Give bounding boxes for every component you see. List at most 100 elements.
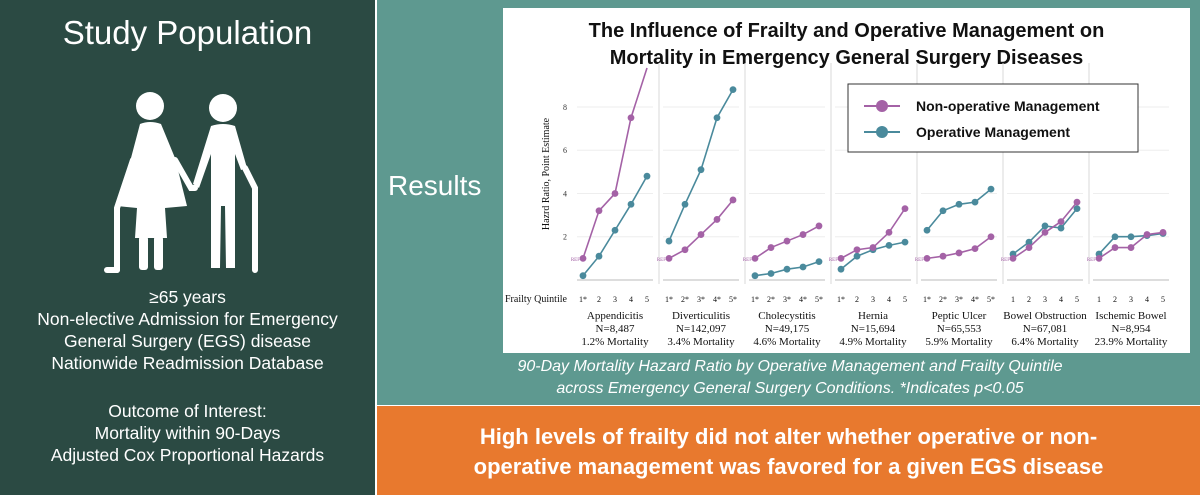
- non-operative-point: [939, 252, 947, 260]
- non-operative-point: [923, 254, 931, 262]
- x-tick-label: 1: [1011, 295, 1015, 304]
- disease-name: Cholecystitis: [758, 310, 815, 322]
- operative-point: [713, 114, 721, 122]
- operative-point: [767, 270, 775, 277]
- non-operative-legend-label: Non-operative Management: [916, 98, 1100, 114]
- operative-point: [901, 238, 909, 246]
- non-operative-series-line: [668, 199, 734, 260]
- operative-point: [681, 200, 689, 208]
- non-operative-point: [1073, 198, 1081, 206]
- results-label: Results: [388, 170, 482, 201]
- operative-point: [923, 226, 931, 234]
- disease-mortality: 6.4% Mortality: [1011, 336, 1079, 348]
- non-operative-point: [955, 249, 963, 257]
- y-axis-label: Hazrd Ratio, Point Estimate: [541, 117, 552, 230]
- operative-legend-label: Operative Management: [916, 124, 1070, 140]
- x-tick-label: 2*: [939, 295, 947, 304]
- operative-point: [627, 200, 635, 208]
- chart-title-line-1: The Influence of Frailty and Operative M…: [588, 20, 1105, 42]
- operative-point: [1127, 233, 1135, 241]
- non-operative-point: [595, 207, 603, 215]
- ref-label: REF: [657, 258, 666, 263]
- disease-n: N=15,694: [851, 323, 896, 335]
- outcome-method: Adjusted Cox Proportional Hazards: [50, 445, 325, 465]
- operative-point: [885, 241, 893, 249]
- x-tick-label: 5: [903, 295, 907, 304]
- x-tick-label: 1*: [751, 295, 759, 304]
- x-axis-label: Frailty Quintile: [505, 294, 568, 305]
- x-tick-label: 3*: [783, 295, 791, 304]
- non-operative-point: [611, 190, 619, 197]
- chart-title: The Influence of Frailty and Operative M…: [503, 18, 1190, 72]
- non-operative-point: [1127, 244, 1135, 251]
- operative-point: [853, 252, 861, 260]
- non-operative-point: [1095, 254, 1103, 262]
- non-operative-point: [579, 254, 587, 262]
- caption-line-2: across Emergency General Surgery Conditi…: [556, 380, 1024, 397]
- operative-point: [729, 86, 737, 94]
- criteria-age: ≥65 years: [149, 287, 226, 307]
- x-tick-label: 1: [1097, 295, 1101, 304]
- disease-name: Diverticulitis: [672, 310, 730, 322]
- x-tick-label: 2: [1027, 295, 1031, 304]
- non-operative-point: [1111, 244, 1119, 251]
- non-operative-point: [815, 222, 823, 230]
- ref-label: REF: [743, 258, 752, 263]
- disease-n: N=8,954: [1112, 323, 1151, 335]
- x-tick-label: 3: [871, 295, 875, 304]
- ref-label: REF: [1001, 258, 1010, 263]
- disease-n: N=65,553: [937, 323, 982, 335]
- x-tick-label: 2: [1113, 295, 1117, 304]
- non-operative-point: [1057, 218, 1065, 225]
- operative-point: [1057, 224, 1065, 232]
- non-operative-point: [1025, 244, 1033, 251]
- x-tick-label: 4*: [713, 295, 721, 304]
- non-operative-point: [971, 245, 979, 253]
- non-operative-point: [767, 244, 775, 251]
- x-tick-label: 3: [1043, 295, 1047, 304]
- y-tick-label: 8: [563, 103, 567, 112]
- disease-n: N=8,487: [596, 323, 635, 335]
- disease-name: Appendicitis: [587, 310, 643, 322]
- x-tick-label: 4: [1059, 295, 1063, 304]
- operative-point: [1041, 222, 1049, 230]
- non-operative-point: [799, 231, 807, 238]
- non-operative-point: [853, 246, 861, 254]
- non-operative-point: [681, 246, 689, 254]
- x-tick-label: 4*: [971, 295, 979, 304]
- operative-point: [799, 263, 807, 271]
- x-tick-label: 1*: [923, 295, 931, 304]
- disease-name: Ischemic Bowel: [1095, 310, 1166, 322]
- non-operative-point: [665, 254, 673, 262]
- criteria-database: Nationwide Readmission Database: [51, 353, 324, 373]
- x-tick-label: 2*: [681, 295, 689, 304]
- operative-series-line: [926, 188, 992, 231]
- x-tick-label: 5: [1161, 295, 1165, 304]
- x-tick-label: 4: [887, 295, 891, 304]
- x-tick-label: 1*: [837, 295, 845, 304]
- operative-point: [595, 252, 603, 260]
- non-operative-point: [869, 244, 877, 251]
- x-tick-label: 4: [629, 295, 633, 304]
- disease-mortality: 3.4% Mortality: [667, 336, 735, 348]
- operative-point: [815, 258, 823, 266]
- non-operative-point: [697, 231, 705, 238]
- study-population-panel: Study Population ≥65 years Non-elective …: [0, 0, 375, 495]
- operative-point: [971, 198, 979, 206]
- non-operative-point: [987, 233, 995, 241]
- operative-point: [611, 226, 619, 234]
- x-tick-label: 2: [855, 295, 859, 304]
- disease-n: N=142,097: [676, 323, 726, 335]
- operative-series-line: [668, 89, 734, 242]
- ref-label: REF: [571, 258, 580, 263]
- chart-card: The Influence of Frailty and Operative M…: [503, 8, 1190, 353]
- caption-line-1: 90-Day Mortality Hazard Ratio by Operati…: [517, 358, 1063, 375]
- ref-label: REF: [1087, 258, 1096, 263]
- x-tick-label: 3: [613, 295, 617, 304]
- x-tick-label: 5*: [729, 295, 737, 304]
- non-operative-point: [1041, 229, 1049, 236]
- disease-mortality: 4.6% Mortality: [753, 336, 821, 348]
- x-tick-label: 5: [645, 295, 649, 304]
- disease-name: Hernia: [858, 310, 888, 322]
